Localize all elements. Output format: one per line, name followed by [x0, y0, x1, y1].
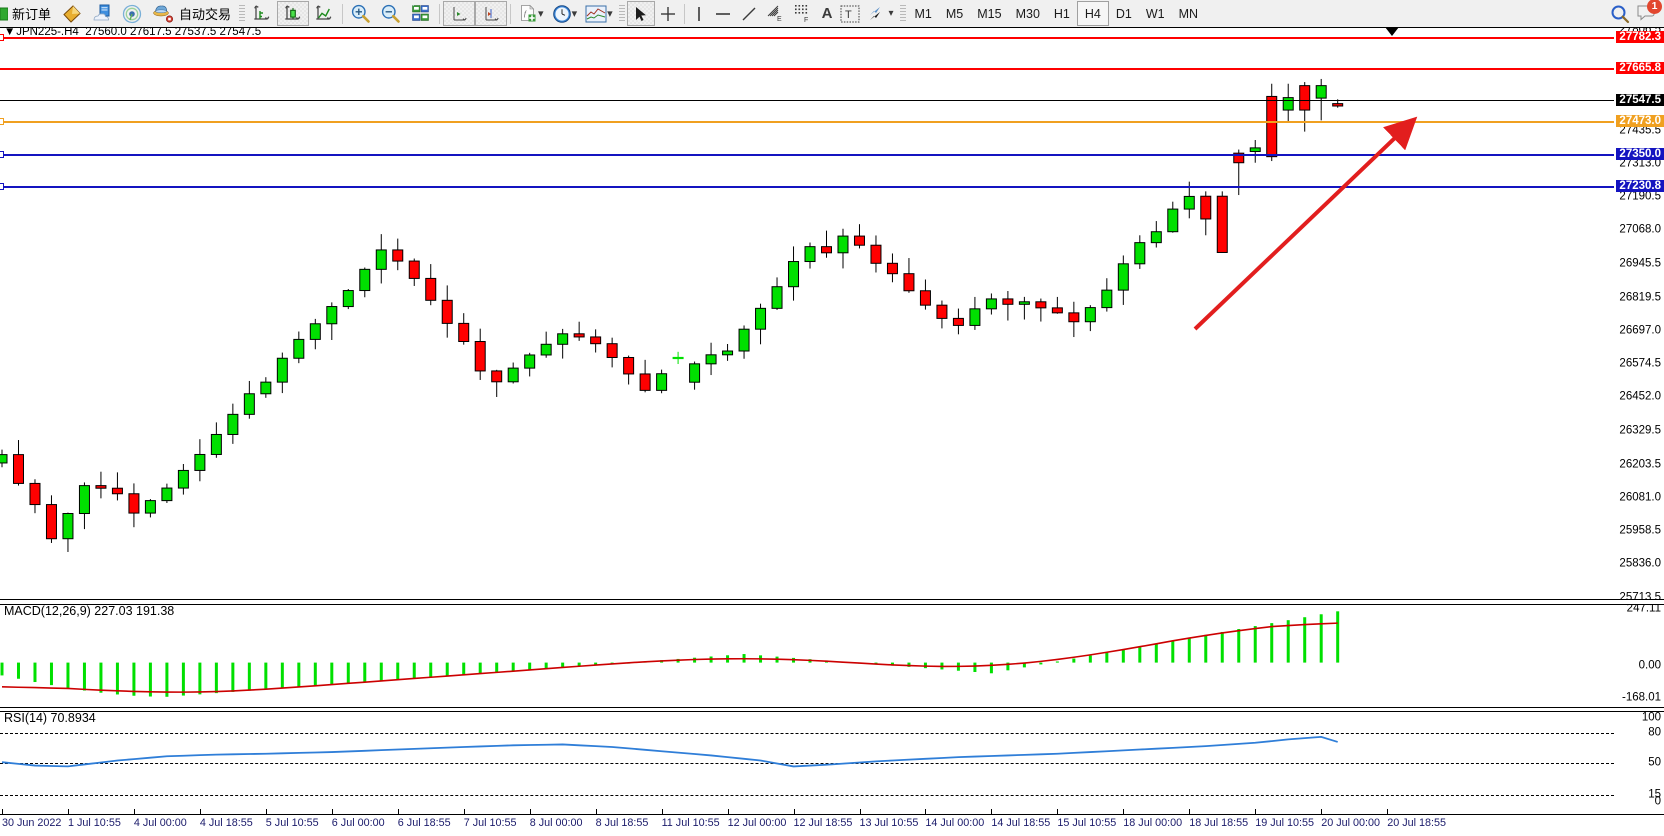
svg-text:T: T	[845, 9, 852, 21]
svg-text:F: F	[804, 17, 808, 24]
svg-text:E: E	[777, 16, 782, 23]
